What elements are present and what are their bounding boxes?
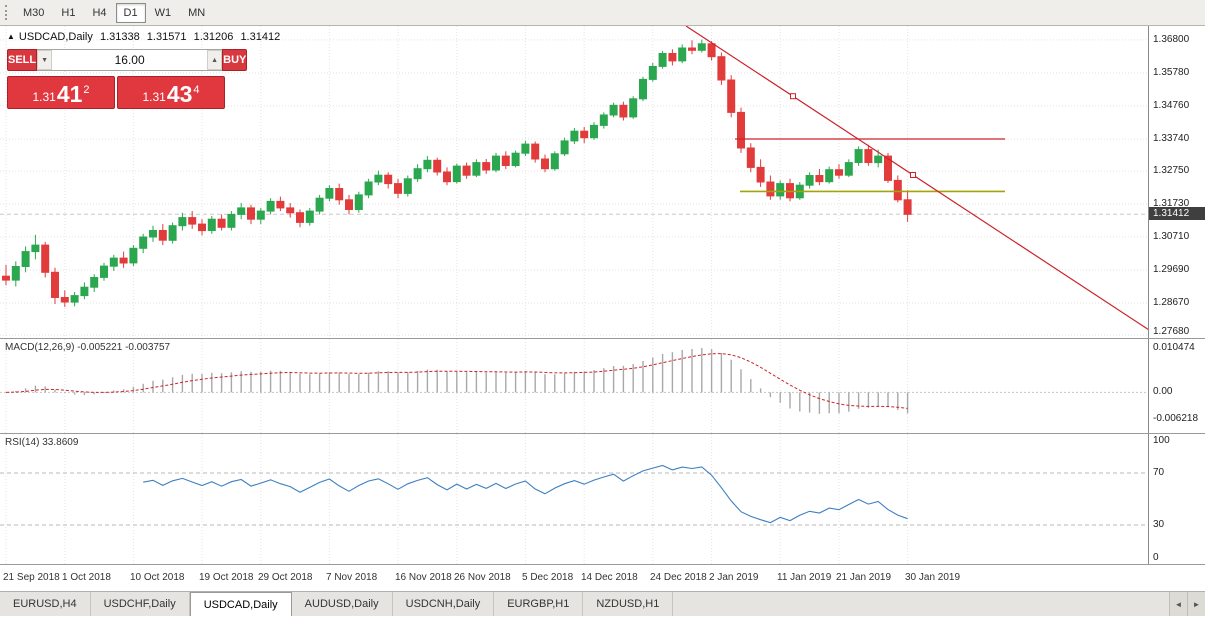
macd-label: MACD(12,26,9) -0.005221 -0.003757 (5, 342, 171, 353)
volume-decrease-button[interactable]: ▼ (37, 50, 53, 70)
main-chart-panel: 1.36800 1.35780 1.34760 1.33740 1.32750 1.317… (0, 26, 1205, 339)
rsi-axis[interactable]: 100 70 30 0 (1148, 434, 1205, 564)
date-axis-label: 10 Oct 2018 (130, 572, 185, 583)
sell-price-base: 1.31 (32, 90, 56, 104)
price-axis[interactable]: 1.36800 1.35780 1.34760 1.33740 1.32750 1.317… (1148, 26, 1205, 338)
rsi-label: RSI(14) 33.8609 (5, 437, 79, 448)
axis-label: -0.006218 (1153, 412, 1199, 424)
symbol-close: 1.31412 (240, 31, 281, 43)
date-axis-label: 5 Dec 2018 (522, 572, 574, 583)
timeframe-toolbar: M30 H1 H4 D1 W1 MN (0, 0, 1205, 26)
date-axis-label: 16 Nov 2018 (395, 572, 452, 583)
macd-axis[interactable]: 0.010474 0.00 -0.006218 (1148, 339, 1205, 433)
axis-label: 1.28670 (1153, 297, 1190, 309)
chart-tab-usdcad[interactable]: USDCAD,Daily (189, 592, 292, 616)
axis-label: 1.33740 (1153, 132, 1190, 144)
rsi-line (143, 464, 908, 524)
macd-panel: 0.010474 0.00 -0.006218 MACD(12,26,9) -0.0… (0, 339, 1205, 434)
toolbar-grip-icon[interactable] (5, 5, 9, 20)
axis-label: 1.31730 (1153, 198, 1190, 209)
trendline-handle[interactable] (910, 172, 916, 178)
date-axis-label: 19 Oct 2018 (199, 572, 254, 583)
axis-label: 0 (1153, 552, 1159, 563)
volume-increase-button[interactable]: ▲ (207, 50, 223, 70)
rsi-panel: 100 70 30 0 RSI(14) 33.8609 (0, 434, 1205, 565)
axis-label: 0.00 (1153, 386, 1173, 398)
axis-label: 0.010474 (1153, 341, 1195, 353)
chart-tab-usdchf[interactable]: USDCHF,Daily (90, 592, 190, 616)
symbol-open: 1.31338 (99, 31, 140, 43)
buy-price-pips: 43 (166, 81, 193, 107)
trendline-handle[interactable] (790, 93, 796, 100)
volume-stepper: ▼ ▲ (37, 49, 223, 71)
axis-label: 1.29690 (1153, 264, 1190, 276)
macd-signal-line (5, 353, 908, 409)
date-axis-label: 7 Nov 2018 (326, 572, 378, 583)
chart-symbol-header: ▲ USDCAD,Daily 1.31338 1.31571 1.31206 1.… (7, 31, 284, 43)
macd-histogram (15, 348, 909, 414)
axis-label: 1.34760 (1153, 99, 1190, 111)
rsi-chart[interactable] (0, 434, 1148, 564)
grid (5, 339, 909, 433)
axis-label: 70 (1153, 467, 1165, 478)
date-axis-label: 30 Jan 2019 (905, 572, 961, 583)
tab-scroll-left-icon[interactable]: ◄ (1169, 592, 1187, 616)
timeframe-button-h1[interactable]: H1 (53, 3, 83, 23)
candles (2, 39, 912, 307)
axis-label: 1.35780 (1153, 66, 1190, 78)
volume-input[interactable] (52, 50, 208, 70)
chart-tab-eurusd[interactable]: EURUSD,H4 (0, 592, 91, 616)
tab-scrollers: ◄ ► (1169, 592, 1205, 616)
date-axis-label: 26 Nov 2018 (454, 572, 511, 583)
axis-label: 100 (1153, 435, 1170, 446)
axis-label: 1.32750 (1153, 164, 1190, 176)
symbol-low: 1.31206 (193, 31, 234, 43)
symbol-name: USDCAD,Daily (18, 31, 93, 43)
macd-chart[interactable] (0, 339, 1148, 433)
timeframe-button-d1[interactable]: D1 (115, 2, 146, 23)
date-axis-label: 14 Dec 2018 (581, 572, 638, 583)
symbol-high: 1.31571 (146, 31, 187, 43)
date-axis-label: 21 Jan 2019 (836, 572, 892, 583)
sell-price-pips: 41 (56, 81, 83, 107)
buy-price-base: 1.31 (142, 90, 166, 104)
chart-tab-nzdusd[interactable]: NZDUSD,H1 (583, 592, 674, 616)
timeframe-button-m30[interactable]: M30 (15, 3, 52, 23)
buy-price-point: 4 (193, 84, 200, 96)
date-axis-label: 11 Jan 2019 (777, 572, 832, 583)
date-axis-label: 21 Sep 2018 (3, 572, 60, 583)
axis-label: 1.27680 (1153, 326, 1190, 337)
buy-button[interactable]: BUY (222, 49, 248, 71)
current-price-badge: 1.31412 (1149, 207, 1205, 220)
axis-label: 1.30710 (1153, 231, 1190, 243)
timeframe-button-mn[interactable]: MN (180, 3, 213, 23)
timeframe-button-w1[interactable]: W1 (147, 3, 180, 23)
sell-button[interactable]: SELL (7, 49, 38, 71)
date-axis-label: 2 Jan 2019 (709, 572, 759, 583)
timeframe-buttons: M30 H1 H4 D1 W1 MN (15, 2, 213, 23)
buy-price-box[interactable]: 1.31 43 4 (117, 76, 225, 109)
chart-tab-audusd[interactable]: AUDUSD,Daily (291, 592, 393, 616)
date-axis-label: 29 Oct 2018 (258, 572, 313, 583)
sell-price-box[interactable]: 1.31 41 2 (7, 76, 115, 109)
chart-tabbar: EURUSD,H4 USDCHF,Daily USDCAD,Daily AUDUSD,… (0, 592, 1205, 616)
chart-tab-eurgbp[interactable]: EURGBP,H1 (494, 592, 584, 616)
chart-tabs: EURUSD,H4 USDCHF,Daily USDCAD,Daily AUDUSD,… (0, 592, 674, 616)
date-axis-label: 24 Dec 2018 (650, 572, 707, 583)
tab-scroll-right-icon[interactable]: ► (1187, 592, 1205, 616)
date-axis-label: 1 Oct 2018 (62, 572, 111, 583)
candlestick-chart[interactable] (0, 26, 1148, 338)
trendline[interactable] (685, 26, 1148, 331)
date-axis[interactable]: 21 Sep 2018 1 Oct 2018 10 Oct 2018 19 Oct 2… (0, 565, 1205, 592)
axis-label: 30 (1153, 519, 1165, 530)
chart-tab-usdcnh[interactable]: USDCNH,Daily (392, 592, 495, 616)
timeframe-button-h4[interactable]: H4 (84, 3, 114, 23)
axis-label: 1.36800 (1153, 33, 1190, 45)
symbol-marker-icon: ▲ (7, 32, 15, 41)
grid (5, 434, 909, 564)
sell-price-point: 2 (83, 84, 90, 96)
